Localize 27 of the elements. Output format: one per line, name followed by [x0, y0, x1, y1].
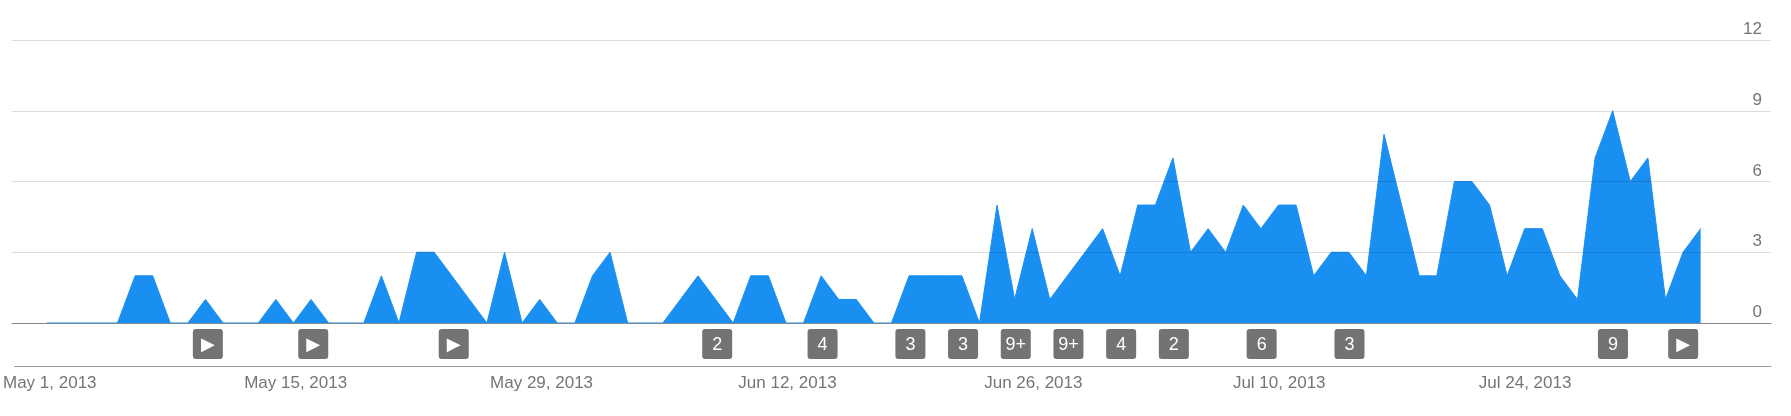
x2-tick-label: ▶ — [306, 334, 321, 354]
x-tick-label: May 15, 2013 — [244, 373, 348, 392]
x2-tick-label: 9+ — [1058, 334, 1079, 354]
x2-tick-label: 3 — [1344, 334, 1355, 354]
y-tick-label: 9 — [1752, 89, 1762, 109]
y-tick-label: 6 — [1752, 160, 1762, 180]
x-tick-label: Jul 10, 2013 — [1232, 373, 1326, 392]
x2-tick-label: ▶ — [200, 334, 215, 354]
x2-tick-label: ▶ — [1676, 334, 1691, 354]
x-tick-label: Jun 26, 2013 — [984, 373, 1083, 392]
x2-tick-label: 4 — [817, 334, 828, 354]
y-tick-label: 12 — [1743, 19, 1762, 38]
x-tick-label: Jun 12, 2013 — [738, 373, 837, 392]
x2-tick-label: 4 — [1116, 334, 1127, 354]
x-tick-label: May 1, 2013 — [3, 373, 97, 392]
x2-tick-label: 9 — [1607, 334, 1618, 354]
x2-tick-label: 2 — [712, 334, 723, 354]
x2-tick-label: 6 — [1256, 334, 1267, 354]
x2-tick-label: 9+ — [1005, 334, 1027, 354]
x2-tick-label: 3 — [958, 334, 969, 354]
x2-tick-label: 3 — [905, 334, 916, 354]
x2-tick-label: 2 — [1168, 334, 1179, 354]
x-tick-label: May 29, 2013 — [490, 373, 594, 392]
x2-tick-label: ▶ — [446, 334, 461, 354]
x-tick-label: Jul 24, 2013 — [1478, 373, 1572, 392]
y-tick-label: 3 — [1752, 231, 1762, 251]
y-tick-label: 0 — [1752, 302, 1762, 321]
